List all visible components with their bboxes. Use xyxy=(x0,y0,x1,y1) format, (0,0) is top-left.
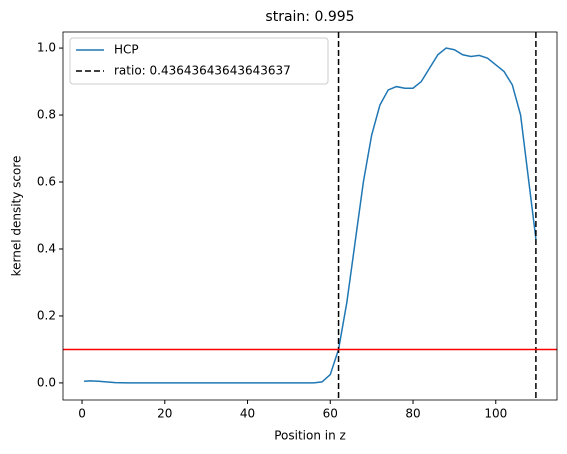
chart-title: strain: 0.995 xyxy=(265,9,354,25)
y-axis-label: kernel density score xyxy=(10,156,24,277)
y-tick-label: 0.8 xyxy=(37,108,56,122)
x-tick-label: 20 xyxy=(157,407,172,421)
legend-label: ratio: 0.43643643643643637 xyxy=(114,64,291,78)
legend-label: HCP xyxy=(114,43,139,57)
axes-frame xyxy=(62,31,558,401)
y-tick-label: 1.0 xyxy=(37,41,56,55)
x-tick-label: 100 xyxy=(484,407,507,421)
x-tick-label: 0 xyxy=(78,407,86,421)
y-tick-label: 0.6 xyxy=(37,175,56,189)
legend-box xyxy=(69,37,329,85)
x-tick-label: 60 xyxy=(323,407,338,421)
y-tick-label: 0.2 xyxy=(37,308,56,322)
line-series xyxy=(84,47,537,384)
y-tick-label: 0.4 xyxy=(37,241,56,255)
x-tick-label: 40 xyxy=(240,407,255,421)
y-tick-label: 0.0 xyxy=(37,375,56,389)
x-axis-label: Position in z xyxy=(274,429,346,443)
x-tick-label: 80 xyxy=(405,407,420,421)
